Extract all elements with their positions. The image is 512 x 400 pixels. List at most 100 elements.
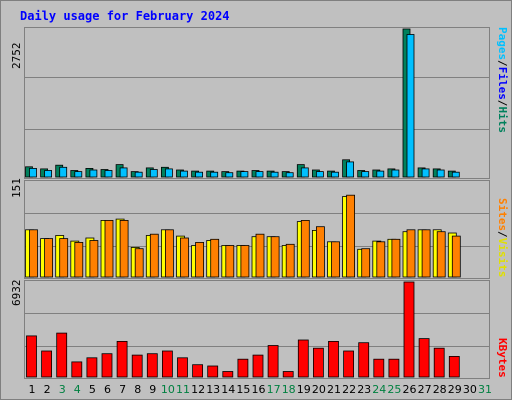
kbytes-max-label: 6932: [10, 279, 23, 307]
hits-files-pages-legend: Pages/Files/Hits: [496, 27, 509, 133]
visits-sites-panel: [24, 180, 490, 279]
pages-bar: [59, 166, 68, 178]
sites-bar: [59, 238, 69, 278]
sites-bar: [149, 233, 159, 278]
x-tick-label: 3: [58, 383, 66, 396]
kbytes-bar: [418, 338, 430, 378]
kbytes-bar: [282, 371, 294, 378]
pages-bar: [421, 168, 430, 178]
x-tick-label: 11: [176, 383, 190, 396]
x-tick-label: 16: [251, 383, 266, 396]
legend-pages: Pages: [496, 27, 509, 61]
sites-bar: [89, 240, 99, 278]
pages-bar: [300, 167, 309, 178]
pages-bar: [270, 171, 279, 178]
pages-bar: [149, 169, 158, 178]
x-tick-label: 23: [357, 383, 372, 396]
legend-separator: /: [496, 99, 509, 107]
pages-bar: [195, 171, 204, 178]
sites-bar: [315, 226, 325, 278]
kbytes-chart: [24, 280, 490, 379]
visits-sites-chart: [24, 180, 490, 279]
sites-bar: [331, 241, 340, 278]
pages-bar: [44, 170, 53, 178]
x-tick-label: 17: [266, 383, 281, 396]
pages-bar: [240, 171, 249, 178]
pages-bar: [89, 169, 98, 178]
pages-bar: [315, 171, 324, 178]
legend-files: Files: [496, 66, 509, 100]
kbytes-bar: [146, 353, 158, 378]
pages-bar: [406, 34, 415, 178]
sites-bar: [225, 245, 235, 278]
pages-bar: [164, 168, 173, 178]
sites-bar: [255, 233, 265, 278]
hits-files-pages-panel: [24, 27, 490, 179]
legend-separator: /: [496, 231, 509, 238]
kbytes-bar: [192, 364, 204, 378]
pages-bar: [29, 167, 37, 178]
sites-bar: [164, 229, 174, 278]
x-axis-days: 1 2 3 4 5 6 7 8 9 10 11 12 13 14 15 16 17 18 19 20 21 22 23 24 2…: [24, 383, 493, 397]
x-tick-label: 25: [387, 383, 402, 396]
pages-bar: [225, 172, 234, 178]
x-tick-label: 27: [417, 383, 432, 396]
kbytes-bar: [116, 341, 128, 378]
sites-bar: [29, 229, 38, 278]
x-tick-label: 8: [134, 383, 142, 396]
kbytes-bar: [312, 347, 324, 378]
sites-bar: [361, 248, 371, 278]
sites-bar: [74, 242, 84, 278]
pages-bar: [180, 170, 188, 178]
x-tick-label: 14: [221, 383, 236, 396]
pages-bar: [104, 170, 113, 178]
sites-bar: [270, 236, 280, 278]
kbytes-bar: [297, 339, 309, 378]
sites-bar: [300, 220, 310, 278]
sites-bar: [240, 245, 250, 278]
kbytes-bar: [448, 356, 460, 378]
kbytes-bar: [358, 342, 370, 378]
visits-max-label: 151: [10, 178, 23, 198]
sites-bar: [195, 242, 205, 278]
x-tick-label: 26: [402, 383, 417, 396]
kbytes-bar: [41, 350, 53, 378]
plot-border: [24, 27, 490, 179]
pages-bar: [210, 171, 219, 178]
x-tick-label: 5: [88, 383, 96, 396]
x-tick-label: 9: [149, 383, 157, 396]
kbytes-panel: [24, 280, 490, 379]
sites-bar: [451, 235, 461, 278]
plot-border: [24, 280, 490, 379]
x-tick-label: 22: [342, 383, 357, 396]
kbytes-bar: [373, 358, 385, 378]
kbytes-bar: [131, 354, 143, 378]
kbytes-bar: [388, 358, 400, 378]
x-tick-label: 13: [206, 383, 221, 396]
x-tick-label: 30: [462, 383, 477, 396]
visits-sites-legend: Sites/Visits: [496, 198, 509, 278]
plot-border: [24, 180, 490, 279]
x-tick-label: 19: [296, 383, 311, 396]
pages-bar: [119, 167, 128, 178]
kbytes-bar: [237, 358, 249, 378]
x-tick-label: 20: [311, 383, 326, 396]
kbytes-bar: [101, 353, 113, 378]
legend-sites: Sites: [496, 198, 509, 232]
x-tick-label: 29: [447, 383, 462, 396]
x-tick-label: 4: [73, 383, 81, 396]
pages-bar: [74, 171, 83, 178]
kbytes-bar: [86, 357, 98, 378]
sites-bar: [134, 248, 144, 278]
x-tick-label: 24: [372, 383, 387, 396]
kbytes-bar: [343, 350, 355, 378]
x-tick-label: 12: [191, 383, 206, 396]
legend-kbytes: KBytes: [496, 338, 509, 378]
kbytes-bar: [161, 350, 173, 378]
pages-bar: [331, 171, 339, 178]
x-tick-label: 6: [104, 383, 111, 396]
kbytes-bar: [403, 281, 415, 378]
pages-bar: [134, 171, 143, 178]
pages-bar: [255, 171, 264, 178]
